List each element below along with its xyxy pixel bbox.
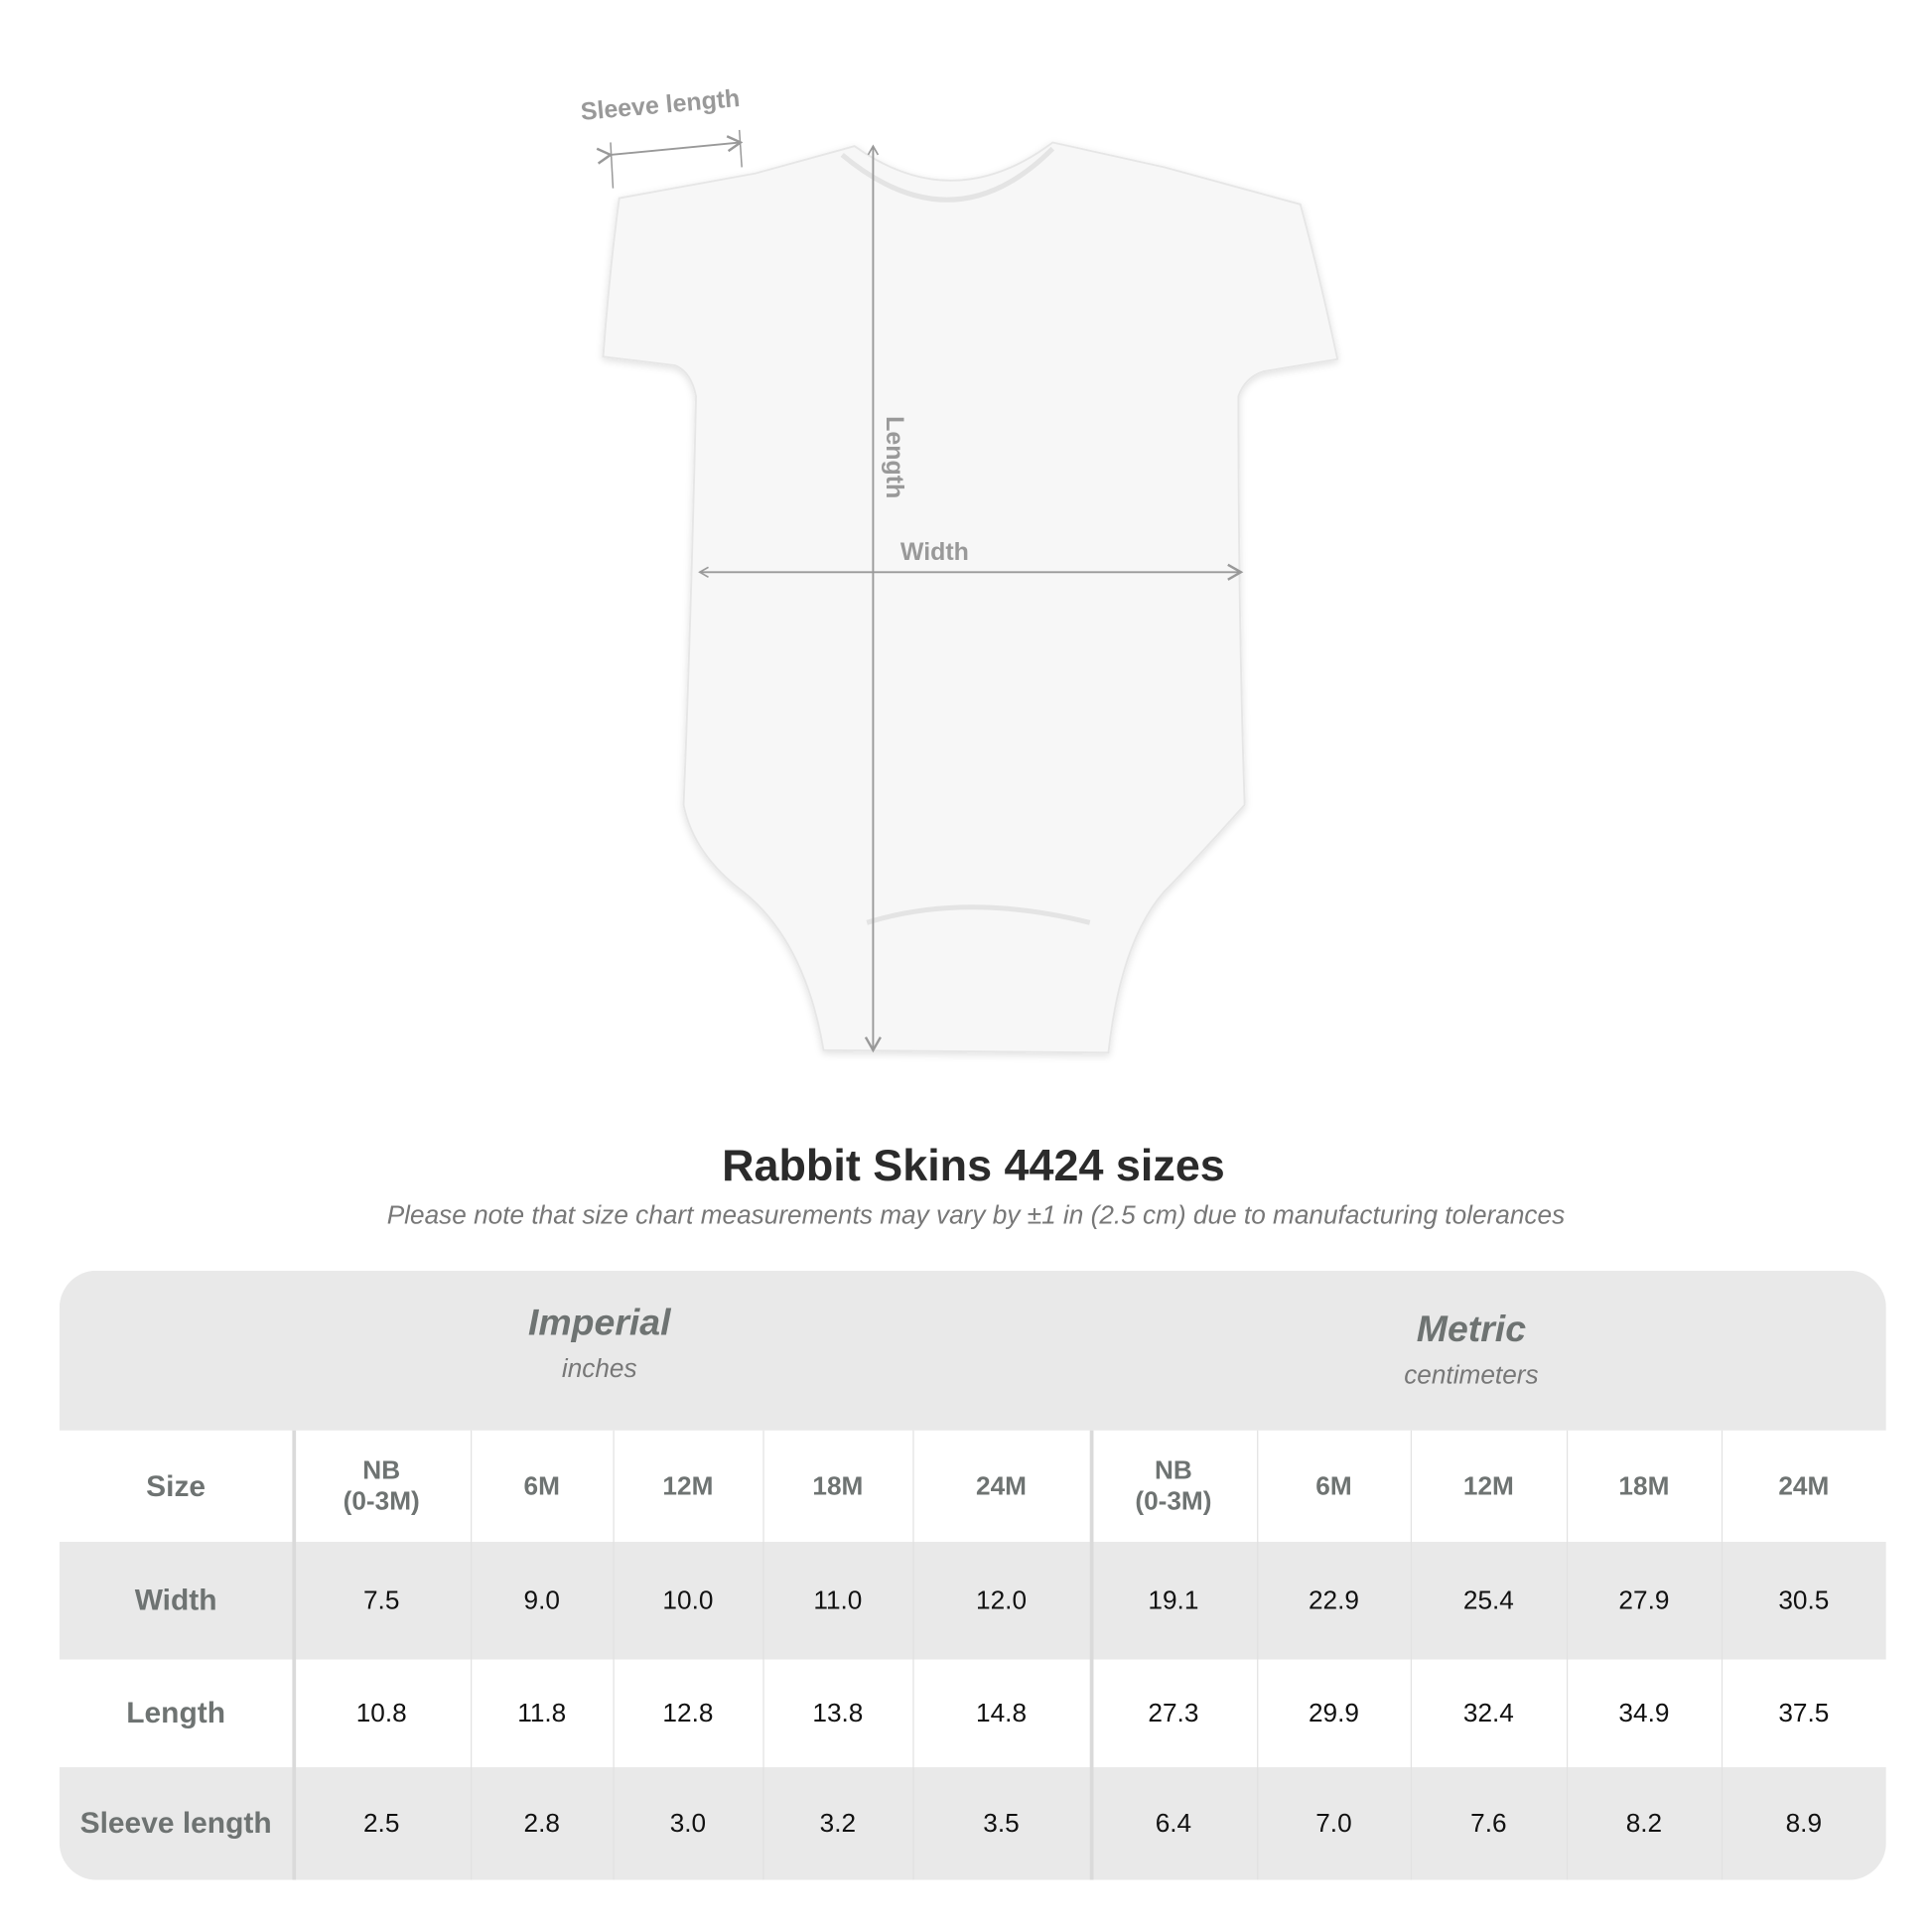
size-column-header: 24M xyxy=(1778,1471,1830,1501)
column-divider xyxy=(1721,1430,1724,1880)
column-divider xyxy=(471,1430,473,1880)
size-header: Size xyxy=(146,1469,207,1503)
table-cell: 10.8 xyxy=(355,1698,407,1727)
onesie-diagram xyxy=(596,129,1339,1054)
column-divider xyxy=(292,1430,297,1880)
table-cell: 19.1 xyxy=(1148,1586,1199,1614)
table-cell: 6.4 xyxy=(1155,1808,1192,1838)
table-cell: 2.8 xyxy=(523,1808,560,1838)
size-column-header: 12M xyxy=(662,1471,714,1501)
size-column-header: NB (0-3M) xyxy=(343,1455,420,1516)
size-column-header: 18M xyxy=(812,1471,864,1501)
table-cell: 34.9 xyxy=(1618,1698,1670,1727)
column-divider xyxy=(762,1430,764,1880)
table-cell: 14.8 xyxy=(976,1698,1028,1727)
table-cell: 22.9 xyxy=(1308,1586,1359,1614)
page-subtitle: Please note that size chart measurements… xyxy=(386,1200,1566,1230)
table-cell: 10.0 xyxy=(662,1586,714,1614)
table-cell: 29.9 xyxy=(1308,1698,1359,1727)
size-table: Imperial inches Metric centimeters Size N… xyxy=(59,1270,1886,1880)
table-cell: 27.9 xyxy=(1618,1586,1670,1614)
length-label: Length xyxy=(880,416,908,499)
table-cell: 8.9 xyxy=(1785,1808,1823,1838)
size-column-header: 6M xyxy=(523,1471,560,1501)
imperial-header: Imperial inches xyxy=(414,1303,785,1384)
table-cell: 7.0 xyxy=(1315,1808,1352,1838)
column-divider xyxy=(912,1430,914,1880)
table-cell: 3.5 xyxy=(983,1808,1020,1838)
table-cell: 11.0 xyxy=(813,1586,863,1614)
row-label: Width xyxy=(134,1583,217,1617)
table-cell: 7.6 xyxy=(1470,1808,1507,1838)
row-band xyxy=(59,1767,1886,1880)
size-column-header: 24M xyxy=(976,1471,1027,1501)
width-label: Width xyxy=(899,538,969,567)
row-band xyxy=(59,1542,1886,1660)
imperial-label: Imperial xyxy=(527,1303,671,1344)
size-column-header: NB (0-3M) xyxy=(1135,1455,1212,1516)
table-cell: 11.8 xyxy=(517,1698,567,1727)
metric-header: Metric centimeters xyxy=(1286,1310,1657,1391)
table-cell: 7.5 xyxy=(362,1586,400,1614)
metric-unit: centimeters xyxy=(1404,1360,1539,1390)
column-divider xyxy=(613,1430,615,1880)
unit-header-band xyxy=(59,1270,1886,1431)
table-cell: 25.4 xyxy=(1462,1586,1514,1614)
sleeve-dimension-arrow xyxy=(596,135,744,165)
metric-label: Metric xyxy=(1416,1309,1527,1350)
imperial-unit: inches xyxy=(561,1354,637,1384)
size-column-header: 18M xyxy=(1618,1471,1670,1501)
size-column-header: 12M xyxy=(1462,1471,1514,1501)
table-cell: 8.2 xyxy=(1625,1808,1663,1838)
size-column-header: 6M xyxy=(1315,1471,1352,1501)
table-cell: 2.5 xyxy=(362,1808,400,1838)
column-divider xyxy=(1089,1430,1094,1880)
table-cell: 3.2 xyxy=(819,1808,857,1838)
table-cell: 32.4 xyxy=(1462,1698,1514,1727)
row-label: Length xyxy=(126,1696,226,1729)
table-cell: 30.5 xyxy=(1778,1586,1830,1614)
table-cell: 27.3 xyxy=(1148,1698,1199,1727)
column-divider xyxy=(1257,1430,1259,1880)
onesie-shape xyxy=(602,141,1339,1054)
page-title: Rabbit Skins 4424 sizes xyxy=(722,1139,1225,1190)
row-label: Sleeve length xyxy=(79,1806,272,1841)
table-cell: 9.0 xyxy=(523,1586,560,1614)
table-cell: 12.8 xyxy=(662,1698,714,1727)
table-cell: 12.0 xyxy=(976,1586,1028,1614)
column-divider xyxy=(1410,1430,1413,1880)
table-cell: 3.0 xyxy=(669,1808,707,1838)
table-cell: 13.8 xyxy=(812,1698,864,1727)
column-divider xyxy=(1566,1430,1569,1880)
table-cell: 37.5 xyxy=(1778,1698,1830,1727)
